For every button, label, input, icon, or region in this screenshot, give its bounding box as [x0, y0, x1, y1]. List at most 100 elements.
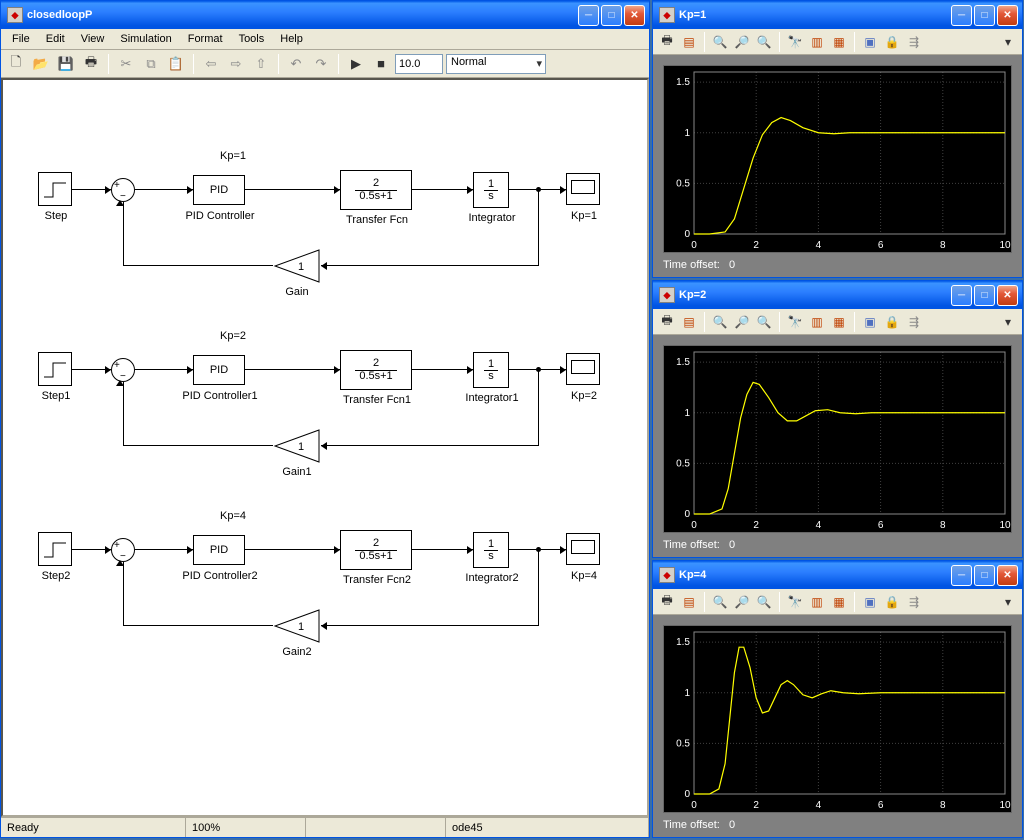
lock-icon[interactable]: 🔒 [882, 312, 902, 332]
maximize-button[interactable]: □ [974, 565, 995, 586]
print-icon[interactable]: 🖶 [657, 32, 677, 52]
gain-block[interactable]: 1 [273, 608, 321, 644]
autoscale-icon[interactable]: 🔭 [785, 312, 805, 332]
lock-icon[interactable]: 🔒 [882, 32, 902, 52]
float-icon[interactable]: ▣ [860, 312, 880, 332]
menu-view[interactable]: View [74, 31, 112, 47]
cut-icon[interactable]: ✂ [115, 53, 137, 75]
restore-axes-icon[interactable]: ▦ [829, 32, 849, 52]
mode-select[interactable]: Normal [446, 54, 546, 74]
pid-block[interactable]: PID [193, 535, 245, 565]
titlebar[interactable]: ◆ closedloopP ─ □ ✕ [1, 1, 649, 29]
save-axes-icon[interactable]: ▥ [807, 312, 827, 332]
zoom-x-icon[interactable]: 🔎 [732, 32, 752, 52]
maximize-button[interactable]: □ [974, 285, 995, 306]
scope-plot[interactable]: 024681000.511.5 [663, 345, 1012, 533]
play-icon[interactable]: ▶ [345, 53, 367, 75]
params-icon[interactable]: ▤ [679, 32, 699, 52]
more-icon[interactable]: ▾ [998, 592, 1018, 612]
more-icon[interactable]: ▾ [998, 312, 1018, 332]
step-block[interactable] [38, 172, 72, 206]
menu-tools[interactable]: Tools [232, 31, 272, 47]
forward-icon[interactable]: ⇨ [225, 53, 247, 75]
integrator-block[interactable]: 1s [473, 172, 509, 208]
sum-block[interactable]: + − [111, 178, 135, 202]
menu-help[interactable]: Help [273, 31, 310, 47]
gain-block[interactable]: 1 [273, 248, 321, 284]
new-icon[interactable]: 🗋 [5, 53, 27, 75]
zoom-x-icon[interactable]: 🔎 [732, 592, 752, 612]
redo-icon[interactable]: ↷ [310, 53, 332, 75]
menu-format[interactable]: Format [181, 31, 230, 47]
tf-block[interactable]: 20.5s+1 [340, 170, 412, 210]
zoom-icon[interactable]: 🔍 [710, 32, 730, 52]
pid-block[interactable]: PID [193, 355, 245, 385]
zoom-icon[interactable]: 🔍 [710, 312, 730, 332]
close-button[interactable]: ✕ [997, 565, 1018, 586]
zoom-y-icon[interactable]: 🔍 [754, 312, 774, 332]
restore-axes-icon[interactable]: ▦ [829, 592, 849, 612]
more-icon[interactable]: ▾ [998, 32, 1018, 52]
scope-block[interactable] [566, 173, 600, 205]
sum-block[interactable]: + − [111, 358, 135, 382]
minimize-button[interactable]: ─ [951, 565, 972, 586]
maximize-button[interactable]: □ [601, 5, 622, 26]
scope-block[interactable] [566, 533, 600, 565]
close-button[interactable]: ✕ [624, 5, 645, 26]
autoscale-icon[interactable]: 🔭 [785, 592, 805, 612]
scope-block[interactable] [566, 353, 600, 385]
save-icon[interactable]: 💾 [55, 53, 77, 75]
zoom-y-icon[interactable]: 🔍 [754, 592, 774, 612]
print-icon[interactable]: 🖶 [80, 53, 102, 75]
params-icon[interactable]: ▤ [679, 312, 699, 332]
signal-icon[interactable]: ⇶ [904, 32, 924, 52]
sum-block[interactable]: + − [111, 538, 135, 562]
step-block[interactable] [38, 352, 72, 386]
print-icon[interactable]: 🖶 [657, 592, 677, 612]
pid-block[interactable]: PID [193, 175, 245, 205]
scope-titlebar[interactable]: ◆ Kp=1 ─ □ ✕ [653, 1, 1022, 29]
menu-edit[interactable]: Edit [39, 31, 72, 47]
save-axes-icon[interactable]: ▥ [807, 32, 827, 52]
back-icon[interactable]: ⇦ [200, 53, 222, 75]
scope-plot[interactable]: 024681000.511.5 [663, 625, 1012, 813]
integrator-block[interactable]: 1s [473, 352, 509, 388]
integrator-block[interactable]: 1s [473, 532, 509, 568]
scope-titlebar[interactable]: ◆ Kp=4 ─ □ ✕ [653, 561, 1022, 589]
minimize-button[interactable]: ─ [951, 285, 972, 306]
copy-icon[interactable]: ⧉ [140, 53, 162, 75]
model-canvas[interactable]: Step + − Kp=1 PID PID Controller 20.5s+1… [1, 78, 649, 817]
minimize-button[interactable]: ─ [951, 5, 972, 26]
save-axes-icon[interactable]: ▥ [807, 592, 827, 612]
gain-block[interactable]: 1 [273, 428, 321, 464]
minimize-button[interactable]: ─ [578, 5, 599, 26]
tf-block[interactable]: 20.5s+1 [340, 530, 412, 570]
tf-block[interactable]: 20.5s+1 [340, 350, 412, 390]
zoom-x-icon[interactable]: 🔎 [732, 312, 752, 332]
zoom-icon[interactable]: 🔍 [710, 592, 730, 612]
restore-axes-icon[interactable]: ▦ [829, 312, 849, 332]
signal-icon[interactable]: ⇶ [904, 592, 924, 612]
zoom-y-icon[interactable]: 🔍 [754, 32, 774, 52]
close-button[interactable]: ✕ [997, 285, 1018, 306]
stop-icon[interactable]: ■ [370, 53, 392, 75]
up-icon[interactable]: ⇧ [250, 53, 272, 75]
menu-simulation[interactable]: Simulation [113, 31, 178, 47]
print-icon[interactable]: 🖶 [657, 312, 677, 332]
float-icon[interactable]: ▣ [860, 592, 880, 612]
params-icon[interactable]: ▤ [679, 592, 699, 612]
signal-icon[interactable]: ⇶ [904, 312, 924, 332]
paste-icon[interactable]: 📋 [165, 53, 187, 75]
close-button[interactable]: ✕ [997, 5, 1018, 26]
menu-file[interactable]: File [5, 31, 37, 47]
float-icon[interactable]: ▣ [860, 32, 880, 52]
undo-icon[interactable]: ↶ [285, 53, 307, 75]
step-block[interactable] [38, 532, 72, 566]
lock-icon[interactable]: 🔒 [882, 592, 902, 612]
scope-titlebar[interactable]: ◆ Kp=2 ─ □ ✕ [653, 281, 1022, 309]
open-icon[interactable]: 📂 [30, 53, 52, 75]
scope-plot[interactable]: 024681000.511.5 [663, 65, 1012, 253]
autoscale-icon[interactable]: 🔭 [785, 32, 805, 52]
maximize-button[interactable]: □ [974, 5, 995, 26]
stop-time-input[interactable] [395, 54, 443, 74]
